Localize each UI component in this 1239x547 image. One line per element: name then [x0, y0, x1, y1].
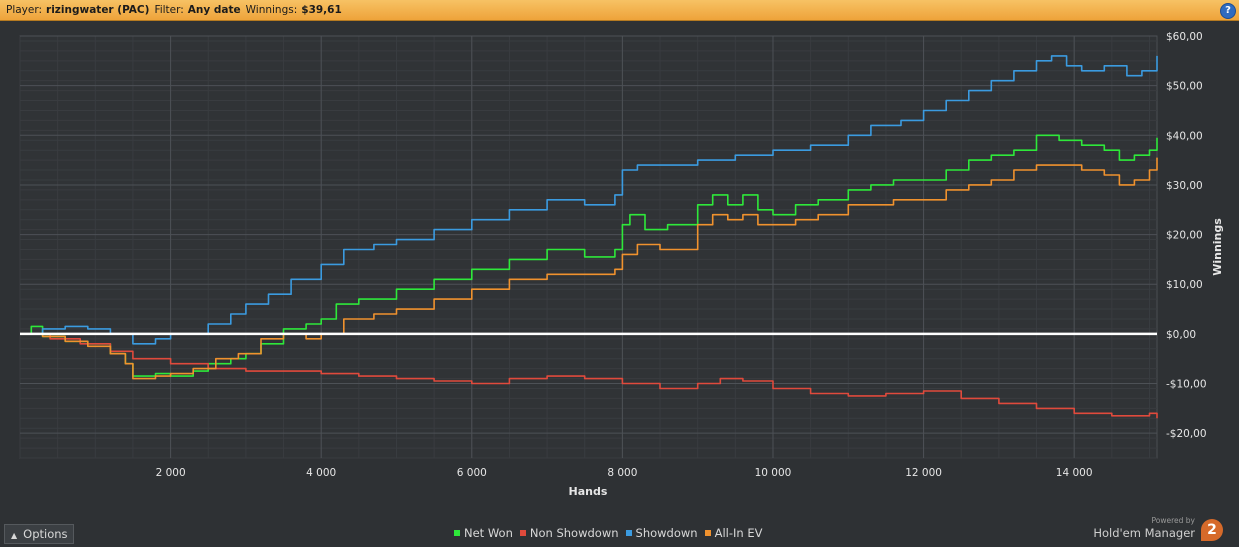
- legend-item-all-in-ev[interactable]: All-In EV: [704, 526, 763, 540]
- x-tick-label: 10 000: [755, 467, 792, 479]
- holdem-manager-logo-icon: 2: [1201, 519, 1223, 541]
- filter-label: Filter:: [154, 4, 184, 16]
- y-tick-label: $10,00: [1166, 279, 1203, 291]
- winnings-chart: $60,00 $50,00 $40,00 $30,00 $20,00 $10,00 $0,0…: [19, 31, 1224, 498]
- legend-item-showdown[interactable]: Showdown: [625, 526, 698, 540]
- y-tick-label: $40,00: [1166, 130, 1203, 142]
- legend-label: Non Showdown: [529, 526, 619, 540]
- x-tick-label: 8 000: [607, 467, 637, 479]
- y-tick-label: $30,00: [1166, 180, 1203, 192]
- powered-by-text: Powered by: [1151, 516, 1195, 525]
- y-tick-label: -$10,00: [1166, 379, 1207, 391]
- grid-minor: [19, 36, 1157, 459]
- player-label: Player:: [6, 4, 43, 16]
- y-tick-label: $20,00: [1166, 230, 1203, 242]
- winnings-value: $39,61: [301, 4, 342, 16]
- series-line-all-in-ev: [20, 157, 1158, 380]
- grid-major: [20, 35, 1157, 458]
- player-value: rizingwater (PAC): [46, 4, 150, 16]
- chart-legend: Net Won Non Showdown Showdown All-In EV: [454, 526, 769, 540]
- x-axis-ticks: 2 000 4 000 6 000 8 000 10 000 12 000 14 000: [156, 467, 1093, 479]
- y-tick-label: $50,00: [1166, 81, 1203, 93]
- legend-label: Showdown: [635, 526, 698, 540]
- y-tick-label: -$20,00: [1166, 428, 1207, 440]
- y-axis-ticks: $60,00 $50,00 $40,00 $30,00 $20,00 $10,00 $0,0…: [1166, 31, 1207, 440]
- legend-swatch: [625, 530, 632, 536]
- y-axis-label: Winnings: [1211, 218, 1224, 276]
- legend-item-non-showdown[interactable]: Non Showdown: [519, 526, 619, 540]
- legend-swatch: [519, 530, 526, 536]
- legend-swatch: [454, 530, 460, 536]
- x-tick-label: 12 000: [905, 467, 942, 479]
- x-tick-label: 4 000: [306, 467, 336, 479]
- brand-name: Hold'em Manager: [1093, 526, 1195, 540]
- options-label: Options: [23, 527, 68, 541]
- chevron-up-icon: ▲: [11, 531, 18, 540]
- legend-swatch: [704, 530, 711, 536]
- help-icon[interactable]: ?: [1220, 3, 1236, 19]
- legend-label: All-In EV: [714, 526, 763, 540]
- x-axis-label: Hands: [569, 485, 608, 498]
- filter-value[interactable]: Any date: [187, 4, 241, 16]
- x-tick-label: 2 000: [156, 467, 186, 479]
- legend-item-net-won[interactable]: Net Won: [454, 526, 513, 540]
- y-tick-label: $60,00: [1166, 31, 1203, 43]
- y-tick-label: $0,00: [1166, 329, 1196, 341]
- x-tick-label: 6 000: [457, 467, 487, 479]
- x-tick-label: 14 000: [1056, 467, 1093, 479]
- options-button[interactable]: ▲ Options: [4, 524, 74, 544]
- plot-area: [19, 35, 1158, 459]
- series-line-non-showdown: [20, 333, 1158, 419]
- legend-label: Net Won: [464, 526, 513, 540]
- winnings-label: Winnings:: [245, 4, 298, 16]
- branding: Powered by Hold'em Manager 2: [1089, 514, 1229, 544]
- title-bar: Player: rizingwater (PAC) Filter: Any da…: [0, 0, 1239, 21]
